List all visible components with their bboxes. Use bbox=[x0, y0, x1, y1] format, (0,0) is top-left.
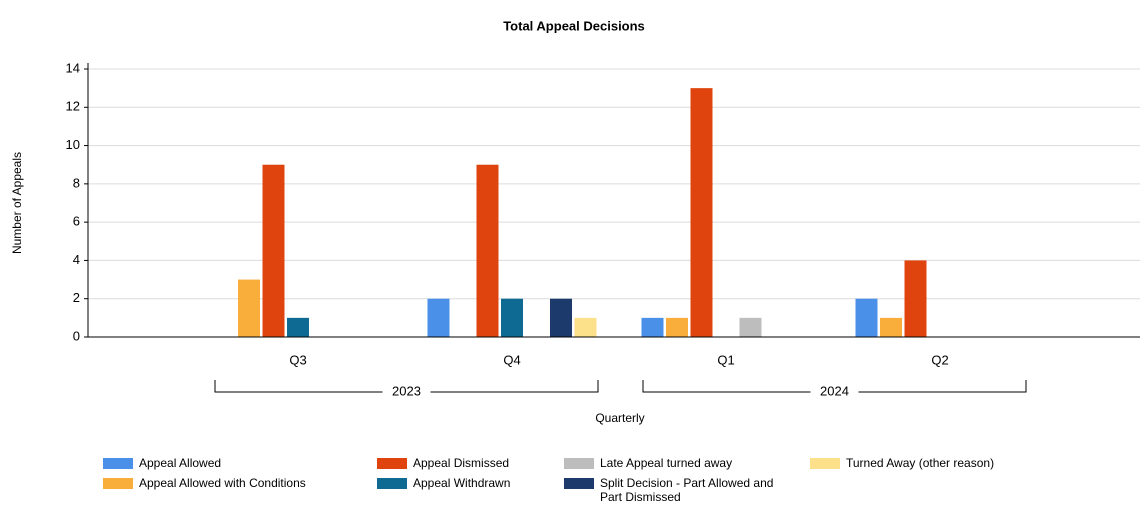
bar bbox=[476, 164, 499, 337]
y-tick-label: 6 bbox=[73, 214, 80, 229]
bar bbox=[574, 317, 597, 337]
legend-swatch bbox=[810, 458, 840, 469]
legend-swatch bbox=[103, 478, 133, 489]
bar bbox=[641, 317, 664, 337]
legend-label: Late Appeal turned away bbox=[600, 456, 733, 470]
group-bracket bbox=[214, 380, 599, 393]
bar bbox=[427, 298, 450, 337]
legend-item: Appeal Allowed bbox=[103, 456, 221, 470]
legend-swatch bbox=[564, 478, 594, 489]
bar bbox=[501, 298, 523, 337]
bar bbox=[855, 298, 878, 337]
legend-label: Appeal Withdrawn bbox=[413, 476, 511, 490]
y-tick-label: 14 bbox=[66, 60, 80, 75]
bar bbox=[262, 164, 285, 337]
x-tick-label: Q3 bbox=[289, 352, 306, 367]
y-tick-label: 10 bbox=[66, 137, 80, 152]
bar bbox=[666, 317, 688, 337]
group-label: 2023 bbox=[392, 383, 421, 398]
group-bracket bbox=[642, 380, 1027, 393]
legend-label: Appeal Dismissed bbox=[413, 456, 510, 470]
bar bbox=[739, 317, 762, 337]
x-axis-label: Quarterly bbox=[595, 411, 644, 425]
bar bbox=[238, 279, 260, 337]
y-tick-label: 8 bbox=[73, 175, 80, 190]
legend-item: Appeal Withdrawn bbox=[377, 476, 510, 490]
legend-label: Appeal Allowed bbox=[139, 456, 222, 470]
legend-item: Late Appeal turned away bbox=[564, 456, 732, 470]
x-tick-label: Q1 bbox=[717, 352, 734, 367]
bar bbox=[880, 317, 902, 337]
group-label: 2024 bbox=[820, 383, 849, 398]
bar bbox=[904, 260, 927, 337]
x-tick-label: Q2 bbox=[931, 352, 948, 367]
legend-swatch bbox=[377, 478, 407, 489]
legend-label: Turned Away (other reason) bbox=[846, 456, 995, 470]
legend-item: Appeal Dismissed bbox=[377, 456, 509, 470]
x-tick-label: Q4 bbox=[503, 352, 520, 367]
legend-label: Appeal Allowed with Conditions bbox=[139, 476, 306, 490]
legend-swatch bbox=[377, 458, 407, 469]
legend-label: Split Decision - Part Allowed and Part D… bbox=[600, 476, 774, 504]
legend-item: Split Decision - Part Allowed and Part D… bbox=[564, 476, 775, 504]
legend-swatch bbox=[564, 458, 594, 469]
legend-item: Appeal Allowed with Conditions bbox=[103, 476, 306, 490]
legend-swatch bbox=[103, 458, 133, 469]
y-tick-label: 2 bbox=[73, 290, 80, 305]
legend-item: Turned Away (other reason) bbox=[810, 456, 994, 470]
chart-title: Total Appeal Decisions bbox=[503, 18, 645, 33]
bar bbox=[550, 298, 572, 337]
y-tick-label: 0 bbox=[73, 328, 80, 343]
bar bbox=[287, 317, 309, 337]
legend: Appeal Allowed Appeal Allowed with Condit… bbox=[0, 456, 1147, 506]
y-tick-label: 4 bbox=[73, 252, 80, 267]
y-tick-label: 12 bbox=[66, 99, 80, 114]
chart: Total Appeal Decisions Number of Appeals… bbox=[10, 18, 1140, 425]
y-axis-label: Number of Appeals bbox=[10, 152, 24, 254]
bar bbox=[690, 88, 713, 338]
